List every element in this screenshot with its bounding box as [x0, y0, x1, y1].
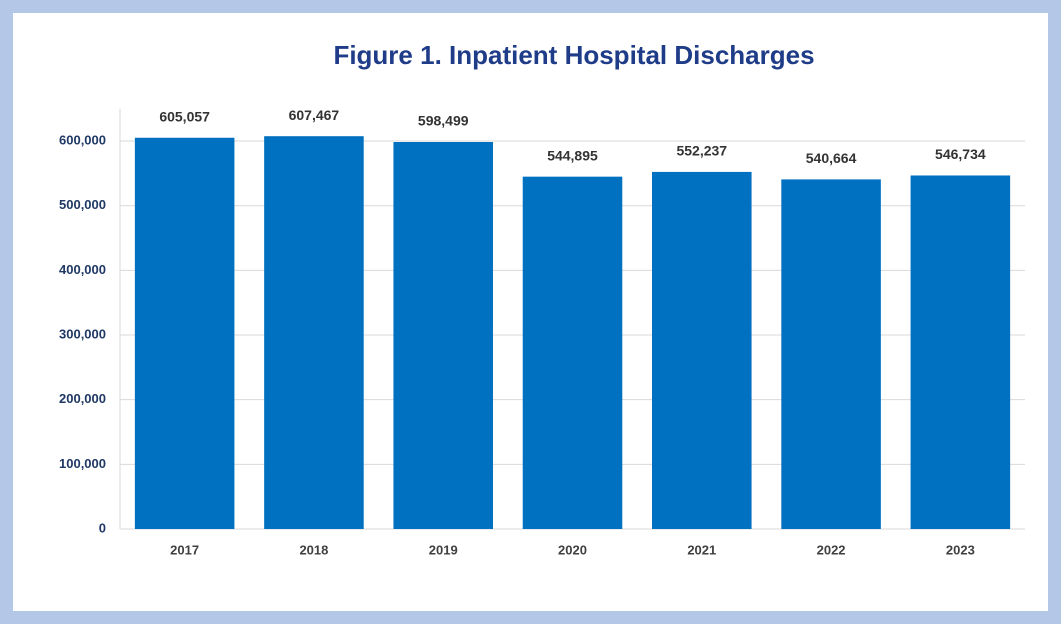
y-tick-label: 500,000 [59, 197, 106, 212]
y-tick-label: 0 [99, 520, 106, 535]
value-label: 540,664 [806, 150, 857, 166]
bar [393, 142, 493, 529]
x-tick-label: 2019 [429, 542, 458, 557]
y-tick-label: 200,000 [59, 391, 106, 406]
y-tick-label: 600,000 [59, 132, 106, 147]
x-tick-label: 2017 [170, 542, 199, 557]
value-label: 552,237 [676, 143, 727, 159]
value-label: 605,057 [159, 108, 210, 124]
x-tick-label: 2022 [817, 542, 846, 557]
value-label: 598,499 [418, 113, 469, 129]
x-tick-label: 2021 [687, 542, 716, 557]
y-tick-label: 300,000 [59, 326, 106, 341]
bar [522, 176, 623, 529]
value-label: 544,895 [547, 147, 598, 163]
value-label: 546,734 [935, 146, 986, 162]
bar [781, 179, 881, 529]
chart-title: Figure 1. Inpatient Hospital Discharges [333, 40, 814, 70]
x-tick-label: 2018 [299, 542, 328, 557]
bar [910, 175, 1011, 529]
y-tick-label: 100,000 [59, 456, 106, 471]
bar [652, 171, 752, 530]
x-tick-label: 2023 [946, 542, 975, 557]
value-label: 607,467 [289, 107, 340, 123]
y-tick-label: 400,000 [59, 262, 106, 277]
bar [134, 137, 235, 529]
x-tick-label: 2020 [558, 542, 587, 557]
bar [264, 136, 364, 529]
